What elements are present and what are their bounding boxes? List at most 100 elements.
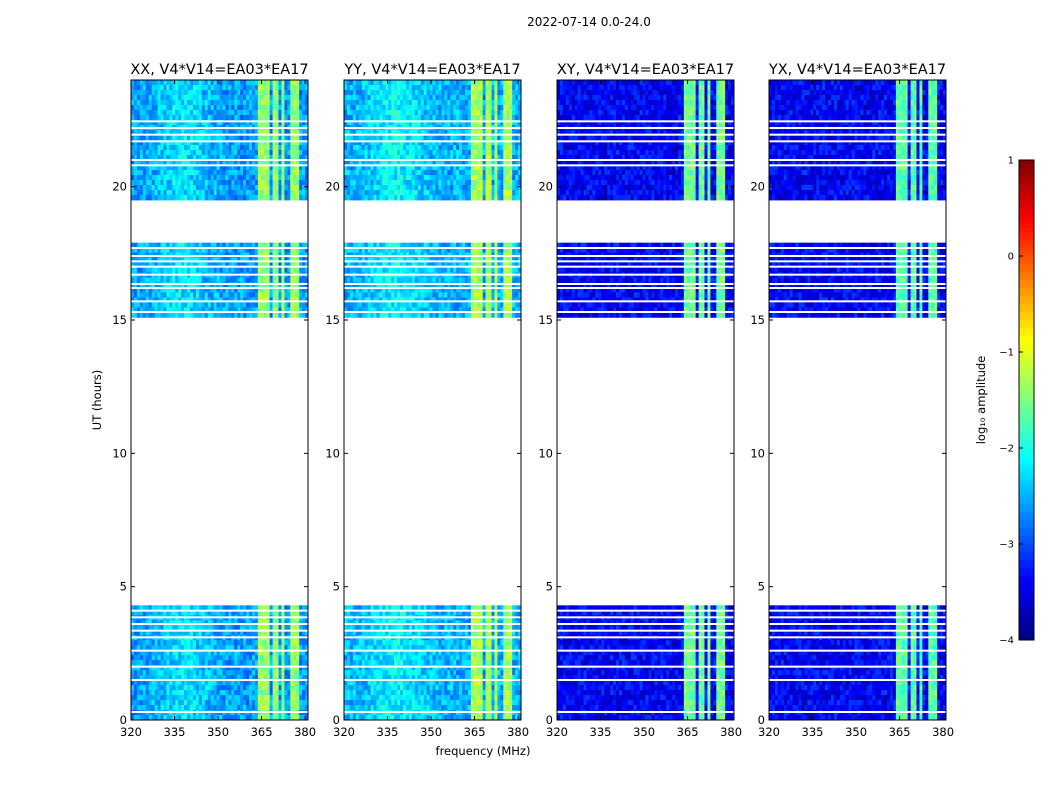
heatmap-image-yy bbox=[344, 80, 521, 720]
colorbar-swatch bbox=[1019, 428, 1034, 433]
colorbar-swatch bbox=[1019, 204, 1034, 209]
colorbar-swatch bbox=[1019, 364, 1034, 369]
colorbar-swatch bbox=[1019, 564, 1034, 569]
panel-frame bbox=[130, 79, 309, 721]
colorbar-swatch bbox=[1019, 316, 1034, 321]
y-tick-label: 20 bbox=[325, 180, 340, 194]
panel-yx: YX, V4*V14=EA03*EA17 320 335 350 365 380 0 5 10 1… bbox=[750, 62, 954, 739]
colorbar-swatch bbox=[1019, 512, 1034, 517]
colorbar-swatch bbox=[1019, 536, 1034, 541]
y-tick-label: 15 bbox=[750, 313, 765, 327]
x-tick-label: 350 bbox=[420, 725, 442, 739]
colorbar-swatch bbox=[1019, 436, 1034, 441]
colorbar-swatch bbox=[1019, 344, 1034, 349]
colorbar-swatch bbox=[1019, 496, 1034, 501]
colorbar-swatch bbox=[1019, 232, 1034, 237]
colorbar-swatch bbox=[1019, 220, 1034, 225]
panel-title: YX, V4*V14=EA03*EA17 bbox=[768, 62, 946, 78]
colorbar-swatch bbox=[1019, 616, 1034, 621]
colorbar-swatch bbox=[1019, 388, 1034, 393]
colorbar-swatch bbox=[1019, 456, 1034, 461]
colorbar-swatch bbox=[1019, 392, 1034, 397]
colorbar-swatch bbox=[1019, 568, 1034, 573]
colorbar-swatch bbox=[1019, 176, 1034, 181]
y-axis-label: UT (hours) bbox=[90, 370, 104, 430]
colorbar-swatch bbox=[1019, 332, 1034, 337]
colorbar-swatch bbox=[1019, 508, 1034, 513]
colorbar-swatch bbox=[1019, 424, 1034, 429]
x-tick-label: 365 bbox=[251, 725, 273, 739]
colorbar-swatch bbox=[1019, 228, 1034, 233]
colorbar-swatch bbox=[1019, 620, 1034, 625]
y-tick-label: 5 bbox=[120, 580, 127, 594]
colorbar-swatch bbox=[1019, 548, 1034, 553]
colorbar-swatch bbox=[1019, 516, 1034, 521]
colorbar-swatch bbox=[1019, 636, 1034, 641]
colorbar-tick-label: −2 bbox=[999, 444, 1014, 455]
colorbar-swatch bbox=[1019, 468, 1034, 473]
y-tick-label: 15 bbox=[538, 313, 553, 327]
colorbar-swatch bbox=[1019, 276, 1034, 281]
colorbar-swatch bbox=[1019, 160, 1034, 165]
colorbar-swatch bbox=[1019, 324, 1034, 329]
colorbar-swatch bbox=[1019, 448, 1034, 453]
x-tick-label: 365 bbox=[889, 725, 911, 739]
y-tick-label: 10 bbox=[325, 446, 340, 460]
colorbar-swatch bbox=[1019, 308, 1034, 313]
colorbar-swatch bbox=[1019, 200, 1034, 205]
colorbar-swatch bbox=[1019, 280, 1034, 285]
colorbar-swatch bbox=[1019, 192, 1034, 197]
y-tick-label: 10 bbox=[538, 446, 553, 460]
colorbar-swatch bbox=[1019, 416, 1034, 421]
x-tick-label: 380 bbox=[720, 725, 742, 739]
colorbar-swatch bbox=[1019, 304, 1034, 309]
y-tick-label: 0 bbox=[333, 713, 340, 727]
colorbar-swatch bbox=[1019, 628, 1034, 633]
colorbar-swatch bbox=[1019, 320, 1034, 325]
colorbar-tick-label: −1 bbox=[999, 348, 1014, 359]
heatmap-image-xy bbox=[557, 80, 734, 720]
colorbar-swatch bbox=[1019, 368, 1034, 373]
x-tick-label: 350 bbox=[845, 725, 867, 739]
colorbar-swatch bbox=[1019, 288, 1034, 293]
colorbar-swatch bbox=[1019, 544, 1034, 549]
x-axis-label: frequency (MHz) bbox=[436, 744, 531, 758]
y-tick-label: 0 bbox=[758, 713, 765, 727]
colorbar-swatch bbox=[1019, 252, 1034, 257]
colorbar-swatch bbox=[1019, 460, 1034, 465]
colorbar-swatch bbox=[1019, 488, 1034, 493]
colorbar: 1 0 −1 −2 −3 −4 log₁₀ amplitude bbox=[974, 156, 1035, 647]
colorbar-swatch bbox=[1019, 272, 1034, 277]
colorbar-swatch bbox=[1019, 472, 1034, 477]
colorbar-swatch bbox=[1019, 184, 1034, 189]
colorbar-swatch bbox=[1019, 588, 1034, 593]
heatmap-image-yx bbox=[769, 80, 946, 720]
colorbar-tick-label: 1 bbox=[1008, 156, 1014, 167]
colorbar-swatch bbox=[1019, 300, 1034, 305]
colorbar-swatch bbox=[1019, 284, 1034, 289]
colorbar-swatch bbox=[1019, 292, 1034, 297]
colorbar-swatch bbox=[1019, 260, 1034, 265]
colorbar-swatch bbox=[1019, 484, 1034, 489]
colorbar-swatch bbox=[1019, 372, 1034, 377]
x-tick-label: 320 bbox=[758, 725, 780, 739]
y-tick-label: 20 bbox=[538, 180, 553, 194]
colorbar-swatch bbox=[1019, 492, 1034, 497]
colorbar-swatch bbox=[1019, 632, 1034, 637]
y-tick-label: 0 bbox=[546, 713, 553, 727]
x-tick-label: 335 bbox=[164, 725, 186, 739]
colorbar-swatch bbox=[1019, 256, 1034, 261]
colorbar-swatch bbox=[1019, 540, 1034, 545]
x-tick-label: 350 bbox=[633, 725, 655, 739]
panel-title: XX, V4*V14=EA03*EA17 bbox=[130, 62, 308, 78]
y-tick-label: 5 bbox=[546, 580, 553, 594]
y-tick-label: 15 bbox=[325, 313, 340, 327]
colorbar-label: log₁₀ amplitude bbox=[974, 356, 988, 445]
y-tick-label: 10 bbox=[750, 446, 765, 460]
colorbar-swatch bbox=[1019, 384, 1034, 389]
colorbar-swatch bbox=[1019, 624, 1034, 629]
colorbar-swatch bbox=[1019, 168, 1034, 173]
x-tick-label: 320 bbox=[546, 725, 568, 739]
colorbar-swatch bbox=[1019, 172, 1034, 177]
